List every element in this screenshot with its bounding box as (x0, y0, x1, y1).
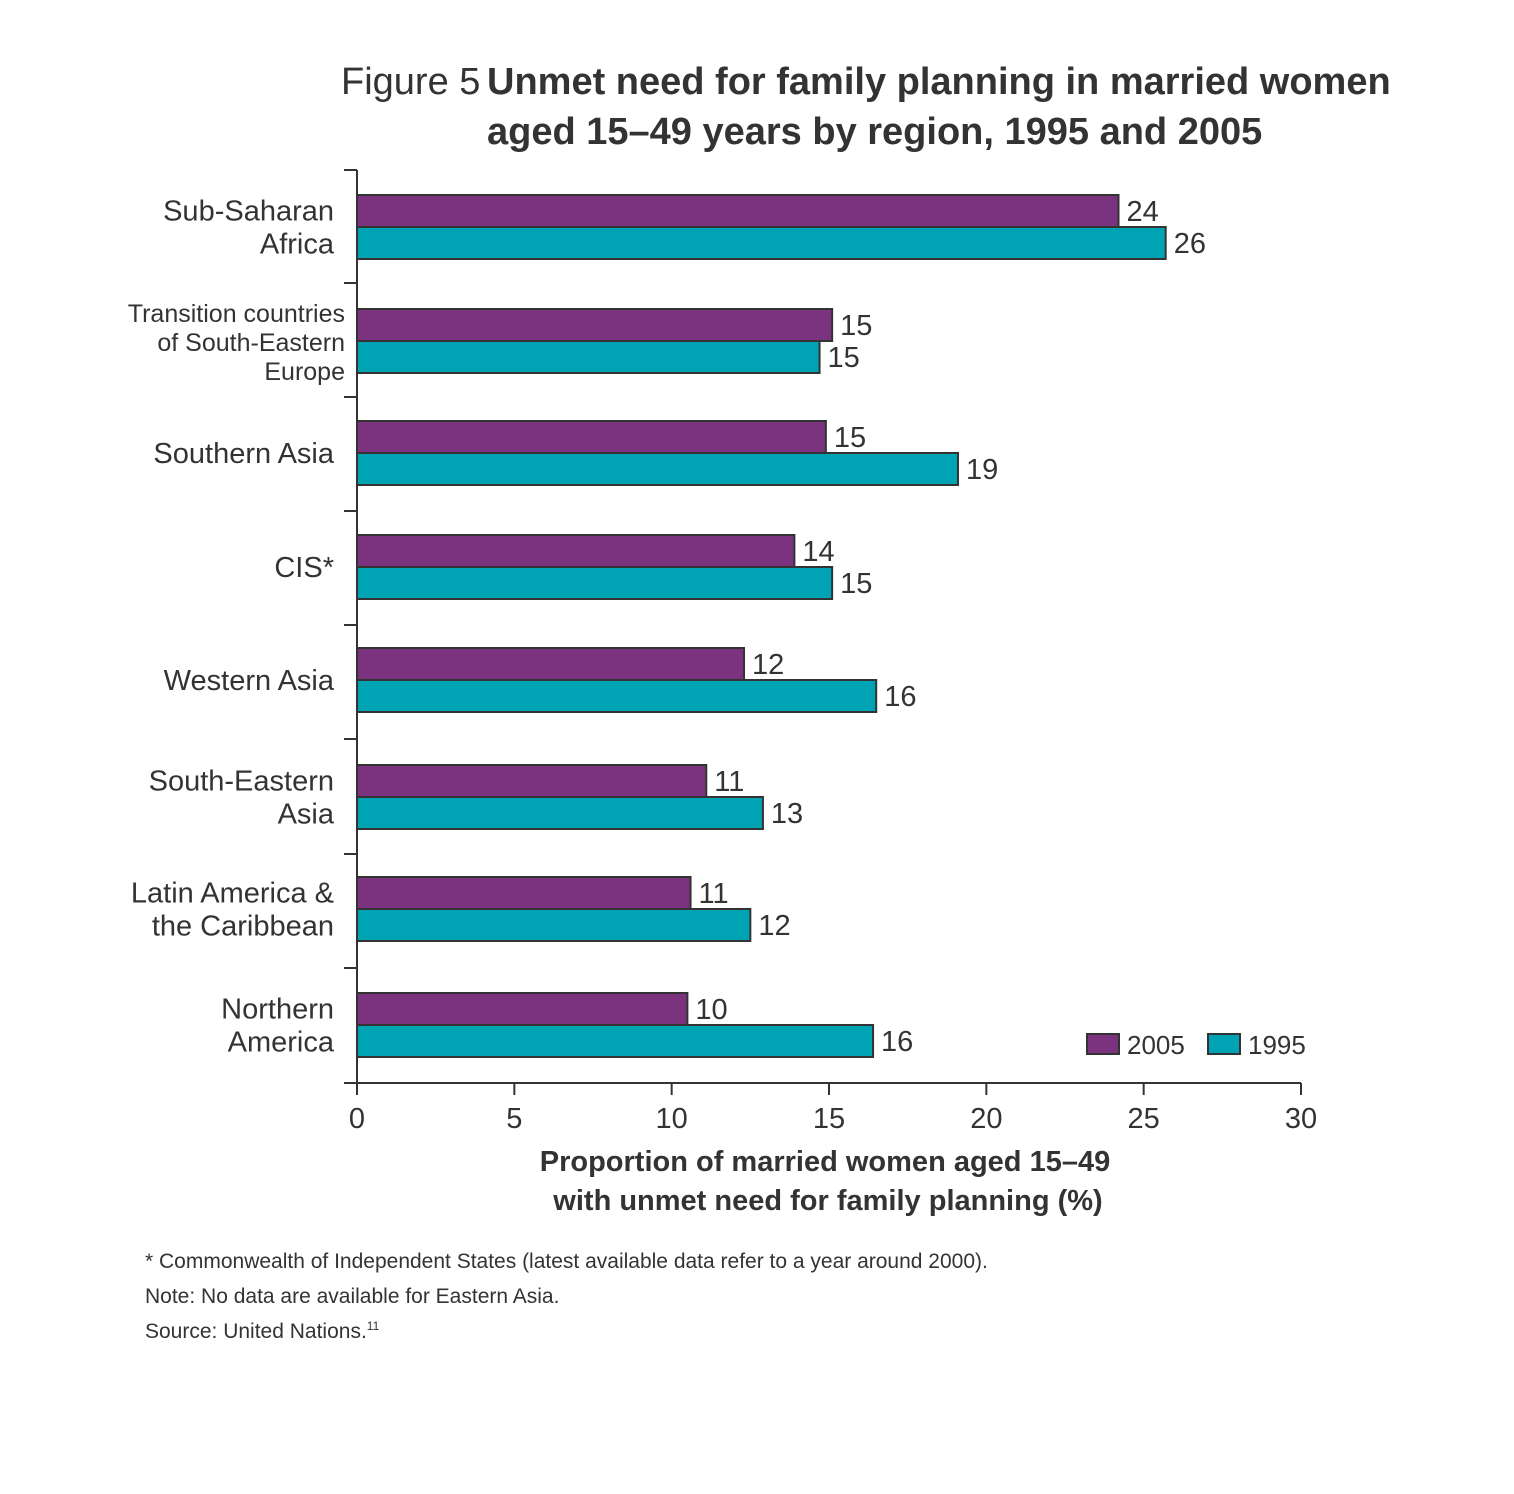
note: Note: No data are available for Eastern … (145, 1285, 560, 1308)
value-label-2005-5: 11 (714, 766, 744, 798)
category-label-6-1: the Caribbean (152, 911, 334, 943)
bar-2005-2 (356, 420, 827, 454)
category-label-4-0: Western Asia (164, 665, 335, 697)
value-label-1995-6: 12 (758, 910, 790, 942)
value-label-2005-1: 15 (840, 310, 872, 342)
value-label-1995-5: 13 (771, 798, 803, 830)
value-label-2005-3: 14 (802, 536, 834, 568)
category-label-0-1: Africa (260, 229, 335, 261)
bar-2005-4 (356, 647, 746, 681)
bar-1995-7 (356, 1024, 875, 1058)
legend-label-1995: 1995 (1248, 1030, 1306, 1060)
x-tick-label-20: 20 (970, 1103, 1002, 1135)
value-label-1995-4: 16 (884, 681, 916, 713)
x-tick-label-15: 15 (813, 1103, 845, 1135)
value-label-2005-0: 24 (1126, 196, 1158, 228)
category-label-2-0: Southern Asia (153, 438, 334, 470)
bar-1995-5 (356, 796, 764, 830)
category-label-5-0: South-Eastern (149, 766, 334, 798)
bar-1995-1 (356, 340, 821, 374)
bar-2005-6 (356, 876, 692, 910)
bar-1995-6 (356, 908, 752, 942)
bar-1995-3 (356, 566, 834, 600)
bar-2005-1 (356, 308, 834, 342)
source-reference: 11 (366, 1319, 380, 1333)
category-label-7-0: Northern (221, 994, 334, 1026)
x-axis-title-line2: with unmet need for family planning (%) (552, 1185, 1102, 1217)
category-label-6-0: Latin America & (131, 878, 334, 910)
category-label-1-1: of South-Eastern (157, 329, 345, 357)
category-label-1-0: Transition countries (128, 300, 345, 328)
x-tick-label-10: 10 (656, 1103, 688, 1135)
legend-swatch-1995 (1207, 1033, 1241, 1055)
x-tick-label-30: 30 (1285, 1103, 1317, 1135)
bar-1995-0 (356, 226, 1167, 260)
category-label-5-1: Asia (278, 799, 335, 831)
bar-2005-3 (356, 534, 796, 568)
x-axis-title-line1: Proportion of married women aged 15–49 (540, 1146, 1110, 1178)
x-tick-label-25: 25 (1128, 1103, 1160, 1135)
value-label-2005-6: 11 (699, 878, 729, 910)
bar-1995-2 (356, 452, 960, 486)
value-label-1995-0: 26 (1174, 228, 1206, 260)
legend-label-2005: 2005 (1127, 1030, 1185, 1060)
chart-title-line2: aged 15–49 years by region, 1995 and 200… (487, 111, 1262, 153)
chart-title-line1: Unmet need for family planning in marrie… (487, 61, 1391, 103)
bar-2005-7 (356, 992, 689, 1026)
bar-1995-4 (356, 679, 878, 713)
source: Source: United Nations.11 (145, 1319, 379, 1344)
value-label-1995-2: 19 (966, 454, 998, 486)
x-tick-label-0: 0 (349, 1103, 365, 1135)
value-label-1995-3: 15 (840, 568, 872, 600)
category-label-7-1: America (228, 1027, 335, 1059)
bar-2005-0 (356, 194, 1120, 228)
category-label-1-2: Europe (264, 358, 345, 386)
figure-label: Figure 5 (341, 61, 480, 103)
source-text: Source: United Nations. (145, 1320, 367, 1343)
category-label-3-0: CIS* (274, 552, 334, 584)
value-label-1995-1: 15 (828, 342, 860, 374)
category-label-0-0: Sub-Saharan (163, 196, 334, 228)
footnote: * Commonwealth of Independent States (la… (145, 1250, 988, 1273)
value-label-2005-4: 12 (752, 649, 784, 681)
value-label-2005-7: 10 (695, 994, 727, 1026)
value-label-1995-7: 16 (881, 1026, 913, 1058)
x-tick-label-5: 5 (506, 1103, 522, 1135)
value-label-2005-2: 15 (834, 422, 866, 454)
bar-2005-5 (356, 764, 708, 798)
legend-swatch-2005 (1086, 1033, 1120, 1055)
